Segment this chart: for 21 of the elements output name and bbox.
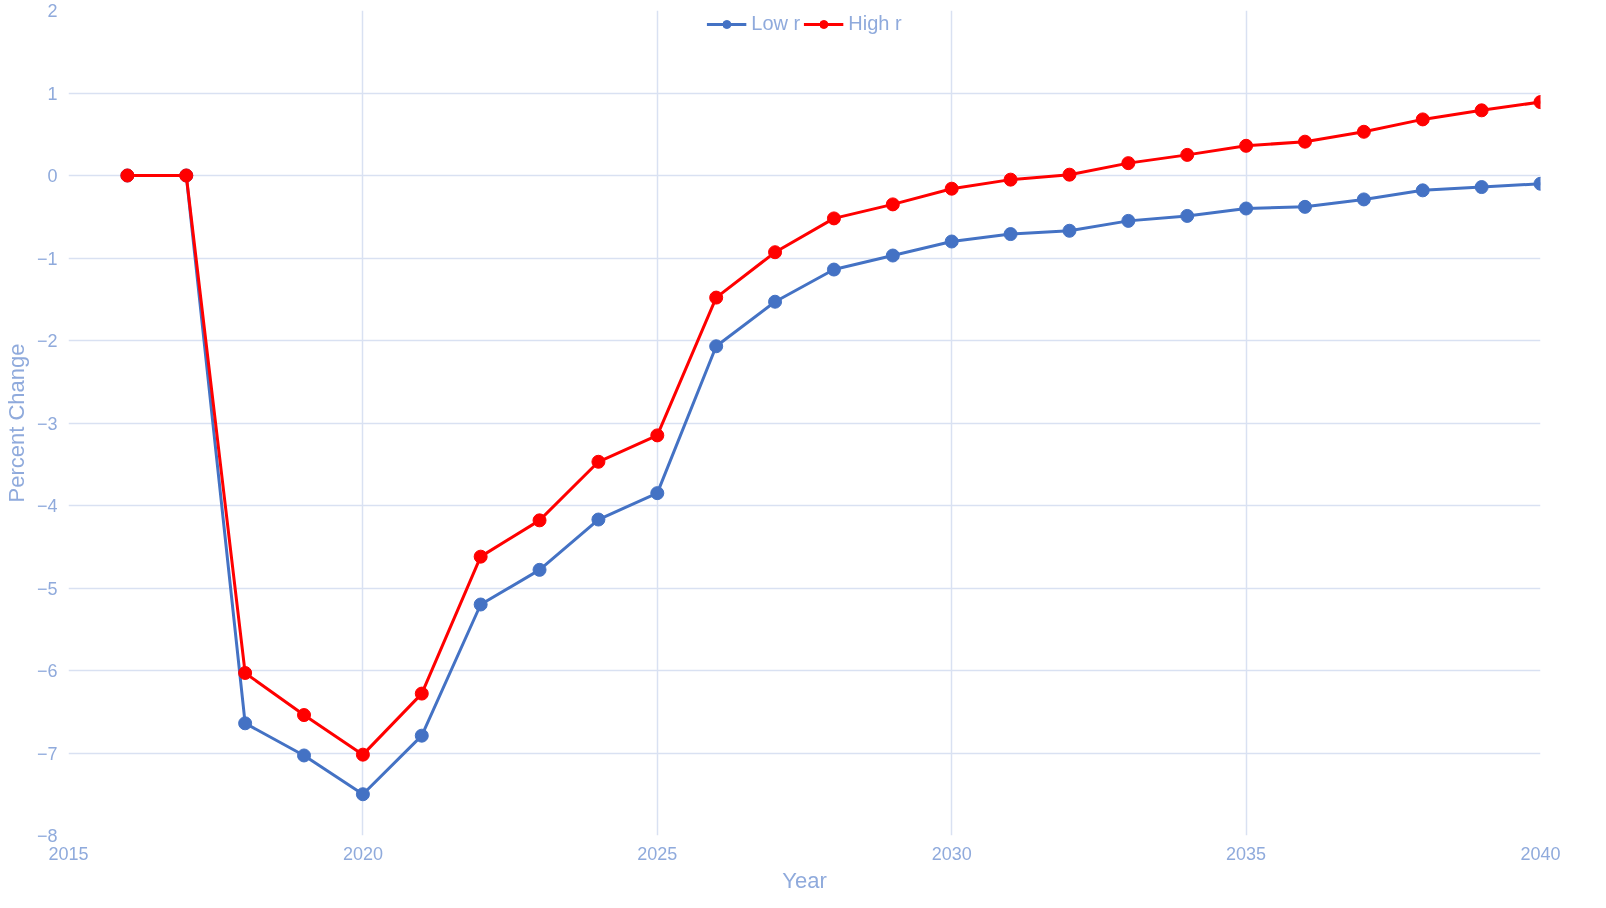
x-tick-label: 2025 [637, 843, 678, 864]
y-tick-label: 0 [47, 166, 58, 186]
x-tick-label: 2035 [1226, 843, 1267, 864]
y-tick-label: −8 [36, 826, 58, 846]
y-tick-label: 2 [47, 1, 58, 21]
y-tick-label: 1 [47, 83, 58, 104]
x-tick-label: 2020 [342, 843, 383, 864]
y-tick-label: −4 [36, 496, 58, 516]
y-tick-label: −7 [36, 743, 58, 764]
y-tick-label: −2 [36, 331, 58, 351]
x-axis-title: Year [782, 867, 827, 893]
x-tick-label: 2030 [931, 843, 972, 864]
y-tick-label: −6 [36, 661, 58, 681]
y-tick-label: −1 [36, 248, 58, 269]
legend-label: High r [848, 12, 902, 35]
y-tick-label: −3 [36, 413, 58, 434]
y-axis-title: Percent Change [3, 343, 29, 503]
y-tick-label: −5 [36, 578, 58, 599]
x-tick-label: 2015 [48, 843, 89, 864]
x-tick-label: 2040 [1520, 843, 1561, 864]
legend-label: Low r [751, 12, 801, 35]
